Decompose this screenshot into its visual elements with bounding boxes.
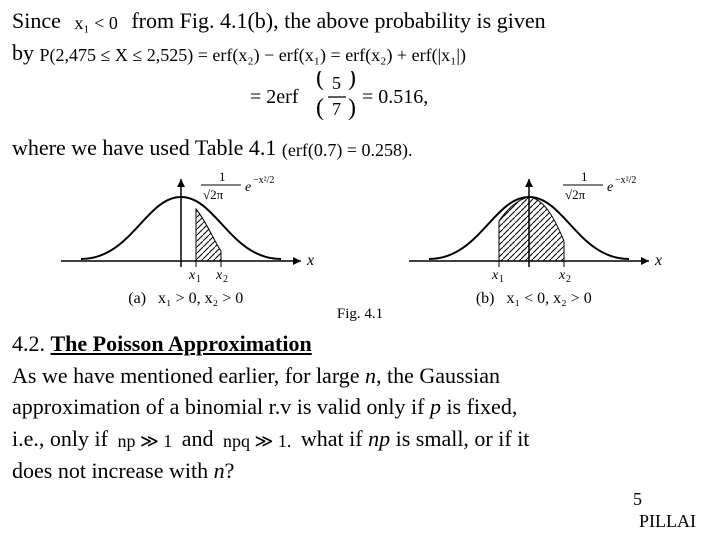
svg-text:1: 1: [219, 169, 226, 184]
figure-caption: Fig. 4.1: [12, 306, 708, 323]
body-text-1: As we have mentioned earlier, for large: [12, 363, 365, 388]
body-text-3d: is small, or if it: [390, 426, 529, 451]
by-text: by: [12, 40, 40, 65]
svg-text:x: x: [188, 268, 196, 283]
body-text-2b: is fixed,: [441, 394, 517, 419]
svg-text:2: 2: [223, 274, 228, 284]
svg-text:x: x: [558, 268, 566, 283]
var-p: p: [430, 394, 441, 419]
intro-line-2: by P(2,475 ≤ X ≤ 2,525) = erf(x₂) − erf(…: [12, 38, 708, 68]
section-title: The Poisson Approximation: [51, 331, 312, 356]
body-text-4b: ?: [225, 458, 235, 483]
intro-after-cond: from Fig. 4.1(b), the above probability …: [131, 8, 545, 33]
svg-text:−x²/2: −x²/2: [615, 175, 636, 186]
page-number: 5: [633, 489, 642, 510]
figures-row: x 1 x 2 x 1 √2π e −x²/2: [12, 169, 708, 290]
since-text: Since: [12, 8, 61, 33]
svg-text:x: x: [491, 268, 499, 283]
intro-line-1: Since x₁ < 0 from Fig. 4.1(b), the above…: [12, 6, 708, 36]
body-text-4: does not increase with: [12, 458, 214, 483]
body-text-2: approximation of a binomial r.v is valid…: [12, 394, 430, 419]
section-number: 4.2.: [12, 331, 51, 356]
cond-np: np ≫ 1: [117, 431, 172, 451]
svg-text:5: 5: [332, 73, 341, 93]
body-line-3: i.e., only if np ≫ 1 and npq ≫ 1. what i…: [12, 424, 708, 454]
svg-text:√2π: √2π: [203, 187, 224, 202]
body-text-1b: , the Gaussian: [376, 363, 500, 388]
section-heading-line: 4.2. The Poisson Approximation: [12, 329, 708, 359]
svg-text:x: x: [215, 268, 223, 283]
fig-b-expr: x₁ < 0, x₂ > 0: [506, 290, 591, 308]
svg-text:): ): [348, 95, 356, 121]
svg-text:2: 2: [566, 274, 571, 284]
svg-text:x: x: [306, 252, 314, 269]
svg-text:x: x: [654, 252, 662, 269]
svg-text:e: e: [245, 180, 251, 195]
author-name: PILLAI: [639, 511, 696, 532]
bell-curve-b-svg: x 1 x 2 x 1 √2π e −x²/2: [389, 169, 679, 284]
where-text: where we have used Table 4.1: [12, 135, 282, 160]
caption-a: (a) x₁ > 0, x₂ > 0: [128, 290, 243, 308]
svg-text:1: 1: [499, 274, 504, 284]
body-text-3c: what if: [295, 426, 368, 451]
svg-text:√2π: √2π: [565, 187, 586, 202]
erf-note: (erf(0.7) = 0.258).: [282, 140, 413, 160]
svg-text:= 0.516,: = 0.516,: [362, 86, 428, 108]
caption-b: (b) x₁ < 0, x₂ > 0: [476, 290, 592, 308]
svg-text:7: 7: [332, 99, 341, 119]
svg-text:−x²/2: −x²/2: [253, 175, 274, 186]
var-n-2: n: [214, 458, 225, 483]
svg-text:1: 1: [581, 169, 588, 184]
fig-a-label: (a): [128, 290, 146, 308]
prob-equation: P(2,475 ≤ X ≤ 2,525) = erf(x₂) − erf(x₁)…: [40, 44, 467, 64]
var-n-1: n: [365, 363, 376, 388]
figure-b: x 1 x 2 x 1 √2π e −x²/2: [389, 169, 679, 290]
fig-a-expr: x₁ > 0, x₂ > 0: [158, 290, 243, 308]
where-line: where we have used Table 4.1 (erf(0.7) =…: [12, 133, 708, 163]
centered-equation: = 2erf ( ( 5 7 ) ) = 0.516,: [12, 71, 708, 129]
body-line-4: does not increase with n?: [12, 456, 708, 486]
cond-x1-lt-0: x₁ < 0: [74, 13, 117, 33]
svg-text:): ): [348, 71, 356, 91]
bell-curve-a-svg: x 1 x 2 x 1 √2π e −x²/2: [41, 169, 331, 284]
var-np: np: [368, 426, 390, 451]
body-line-1: As we have mentioned earlier, for large …: [12, 361, 708, 391]
cond-npq: npq ≫ 1.: [223, 431, 291, 451]
figure-a: x 1 x 2 x 1 √2π e −x²/2: [41, 169, 331, 290]
svg-text:= 2erf: = 2erf: [250, 86, 299, 108]
svg-text:(: (: [316, 71, 324, 91]
svg-text:1: 1: [196, 274, 201, 284]
body-line-2: approximation of a binomial r.v is valid…: [12, 392, 708, 422]
fig-b-label: (b): [476, 290, 495, 308]
svg-text:e: e: [607, 180, 613, 195]
erf-equation-svg: = 2erf ( ( 5 7 ) ) = 0.516,: [250, 71, 470, 123]
body-text-3: i.e., only if: [12, 426, 113, 451]
body-text-3b: and: [176, 426, 219, 451]
svg-text:(: (: [316, 95, 324, 121]
